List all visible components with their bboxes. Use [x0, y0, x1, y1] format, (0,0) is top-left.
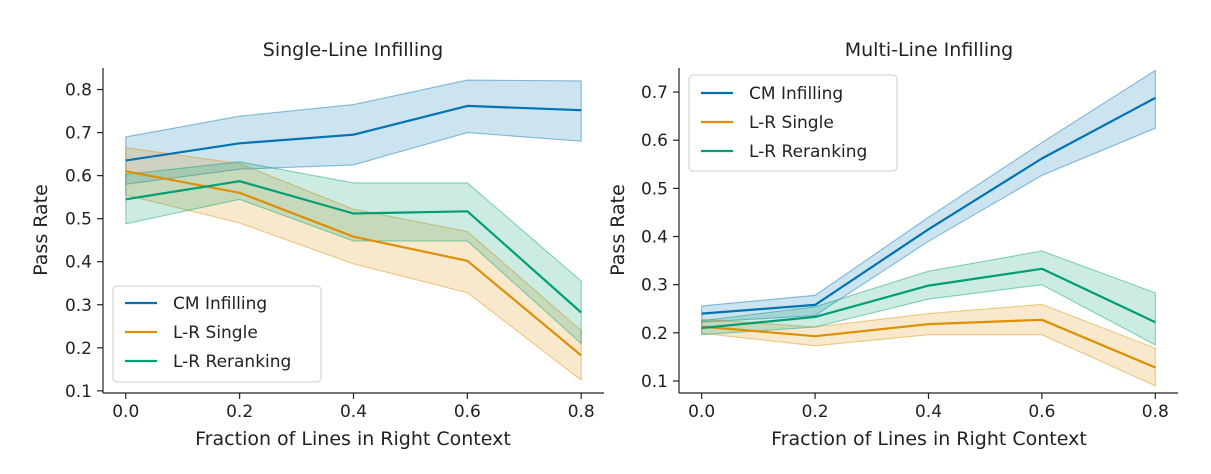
- legend-item-cm-infilling: CM Infilling: [701, 84, 843, 104]
- data-point-l-r-reranking: [465, 209, 469, 213]
- y-tick-label: 0.6: [65, 167, 92, 187]
- y-tick-label: 0.4: [641, 228, 668, 248]
- data-point-l-r-single: [352, 235, 356, 239]
- legend-item-lr-single: L-R Single: [125, 323, 258, 343]
- x-tick-label: 0.4: [340, 402, 367, 422]
- data-point-cm-infilling: [124, 159, 128, 163]
- legend-label: CM Infilling: [173, 294, 267, 314]
- band-l-r-single: [125, 146, 582, 382]
- data-point-l-r-single: [927, 322, 931, 326]
- data-point-cm-infilling: [465, 104, 469, 108]
- data-point-cm-infilling: [927, 227, 931, 231]
- legend-box: [688, 74, 898, 172]
- data-point-l-r-single: [124, 169, 128, 173]
- y-ticks: 0.1 0.2 0.3 0.4 0.5 0.6 0.7 0.8: [65, 81, 103, 402]
- y-tick-label: 0.6: [641, 131, 668, 151]
- y-tick-label: 0.8: [65, 81, 92, 101]
- series-line-l-r-single: [125, 170, 582, 357]
- x-tick-label: 0.0: [112, 402, 139, 422]
- y-tick-label: 0.2: [65, 339, 92, 359]
- y-axis-label: Pass Rate: [30, 184, 52, 276]
- band-l-r-reranking: [125, 161, 582, 345]
- series-lines: [700, 96, 1157, 370]
- legend-item-lr-reranking: L-R Reranking: [701, 142, 867, 162]
- data-point-l-r-single: [1153, 366, 1157, 370]
- x-tick-label: 0.2: [802, 402, 829, 422]
- legend-box: [112, 285, 322, 383]
- legend-label: CM Infilling: [749, 84, 843, 104]
- x-tick-label: 0.6: [454, 402, 481, 422]
- data-point-cm-infilling: [238, 141, 242, 145]
- data-point-l-r-single: [813, 334, 817, 338]
- y-tick-label: 0.7: [65, 124, 92, 144]
- data-point-cm-infilling: [1153, 96, 1157, 100]
- series-line-cm-infilling: [701, 96, 1156, 315]
- data-point-l-r-reranking: [927, 284, 931, 288]
- multi-line-panel: Multi-Line Infilling 0.10.20.30.40.50.60…: [607, 39, 1178, 450]
- series-lines: [124, 104, 583, 358]
- data-point-l-r-reranking: [1153, 320, 1157, 324]
- x-axis-label: Fraction of Lines in Right Context: [771, 428, 1087, 450]
- series-line-l-r-reranking: [125, 180, 582, 314]
- y-axis-label: Pass Rate: [607, 184, 629, 276]
- y-tick-label: 0.3: [641, 276, 668, 296]
- data-point-l-r-single: [1040, 318, 1044, 322]
- x-tick-label: 0.4: [915, 402, 942, 422]
- chart-title-multi-line: Multi-Line Infilling: [845, 39, 1014, 61]
- y-tick-label: 0.3: [65, 296, 92, 316]
- legend-label: L-R Single: [173, 323, 258, 343]
- x-ticks: 0.0 0.2 0.4 0.6 0.8: [112, 393, 595, 422]
- y-tick-label: 0.2: [641, 324, 668, 344]
- legend-item-lr-single: L-R Single: [701, 113, 834, 133]
- data-point-l-r-reranking: [579, 311, 583, 315]
- legend: CM Infilling L-R Single L-R Reranking: [112, 285, 322, 383]
- data-point-l-r-reranking: [700, 326, 704, 330]
- band-l-r-single: [701, 303, 1156, 387]
- y-tick-label: 0.1: [641, 372, 668, 392]
- legend-label: L-R Reranking: [173, 352, 291, 372]
- legend-label: L-R Single: [749, 113, 834, 133]
- legend-item-cm-infilling: CM Infilling: [125, 294, 267, 314]
- legend-label: L-R Reranking: [749, 142, 867, 162]
- data-point-cm-infilling: [352, 133, 356, 137]
- series-line-l-r-reranking: [701, 267, 1156, 330]
- y-tick-label: 0.1: [65, 382, 92, 402]
- data-point-l-r-reranking: [238, 179, 242, 183]
- data-point-l-r-reranking: [352, 212, 356, 216]
- y-tick-label: 0.5: [65, 210, 92, 230]
- data-point-l-r-reranking: [124, 197, 128, 201]
- data-point-l-r-reranking: [813, 315, 817, 319]
- x-axis-label: Fraction of Lines in Right Context: [195, 428, 511, 450]
- data-point-l-r-reranking: [1040, 267, 1044, 271]
- x-tick-label: 0.8: [1142, 402, 1169, 422]
- y-ticks: 0.1 0.2 0.3 0.4 0.5 0.6 0.7: [641, 83, 679, 392]
- data-point-l-r-single: [579, 354, 583, 358]
- single-line-panel: Single-Line Infilling 0.1 0.2 0.3 0.4 0.5 0.6…: [30, 39, 604, 450]
- legend: CM Infilling L-R Single L-R Reranking: [688, 74, 898, 172]
- x-tick-label: 0.0: [688, 402, 715, 422]
- y-tick-label: 0.5: [641, 179, 668, 199]
- data-point-cm-infilling: [1040, 157, 1044, 161]
- data-point-l-r-single: [465, 259, 469, 263]
- series-line-l-r-single: [701, 318, 1156, 369]
- x-tick-label: 0.6: [1028, 402, 1055, 422]
- confidence-bands: [701, 69, 1156, 387]
- data-point-cm-infilling: [579, 108, 583, 112]
- data-point-cm-infilling: [700, 312, 704, 316]
- chart-title-single-line: Single-Line Infilling: [263, 39, 443, 61]
- series-line-cm-infilling: [125, 104, 582, 162]
- x-ticks: 0.0 0.2 0.4 0.6 0.8: [688, 393, 1169, 422]
- y-tick-label: 0.4: [65, 253, 92, 273]
- x-tick-label: 0.8: [568, 402, 595, 422]
- band-cm-infilling: [701, 69, 1156, 323]
- data-point-l-r-single: [238, 191, 242, 195]
- x-tick-label: 0.2: [226, 402, 253, 422]
- data-point-cm-infilling: [813, 303, 817, 307]
- legend-item-lr-reranking: L-R Reranking: [125, 352, 291, 372]
- y-tick-label: 0.7: [641, 83, 668, 103]
- band-l-r-reranking: [701, 250, 1156, 346]
